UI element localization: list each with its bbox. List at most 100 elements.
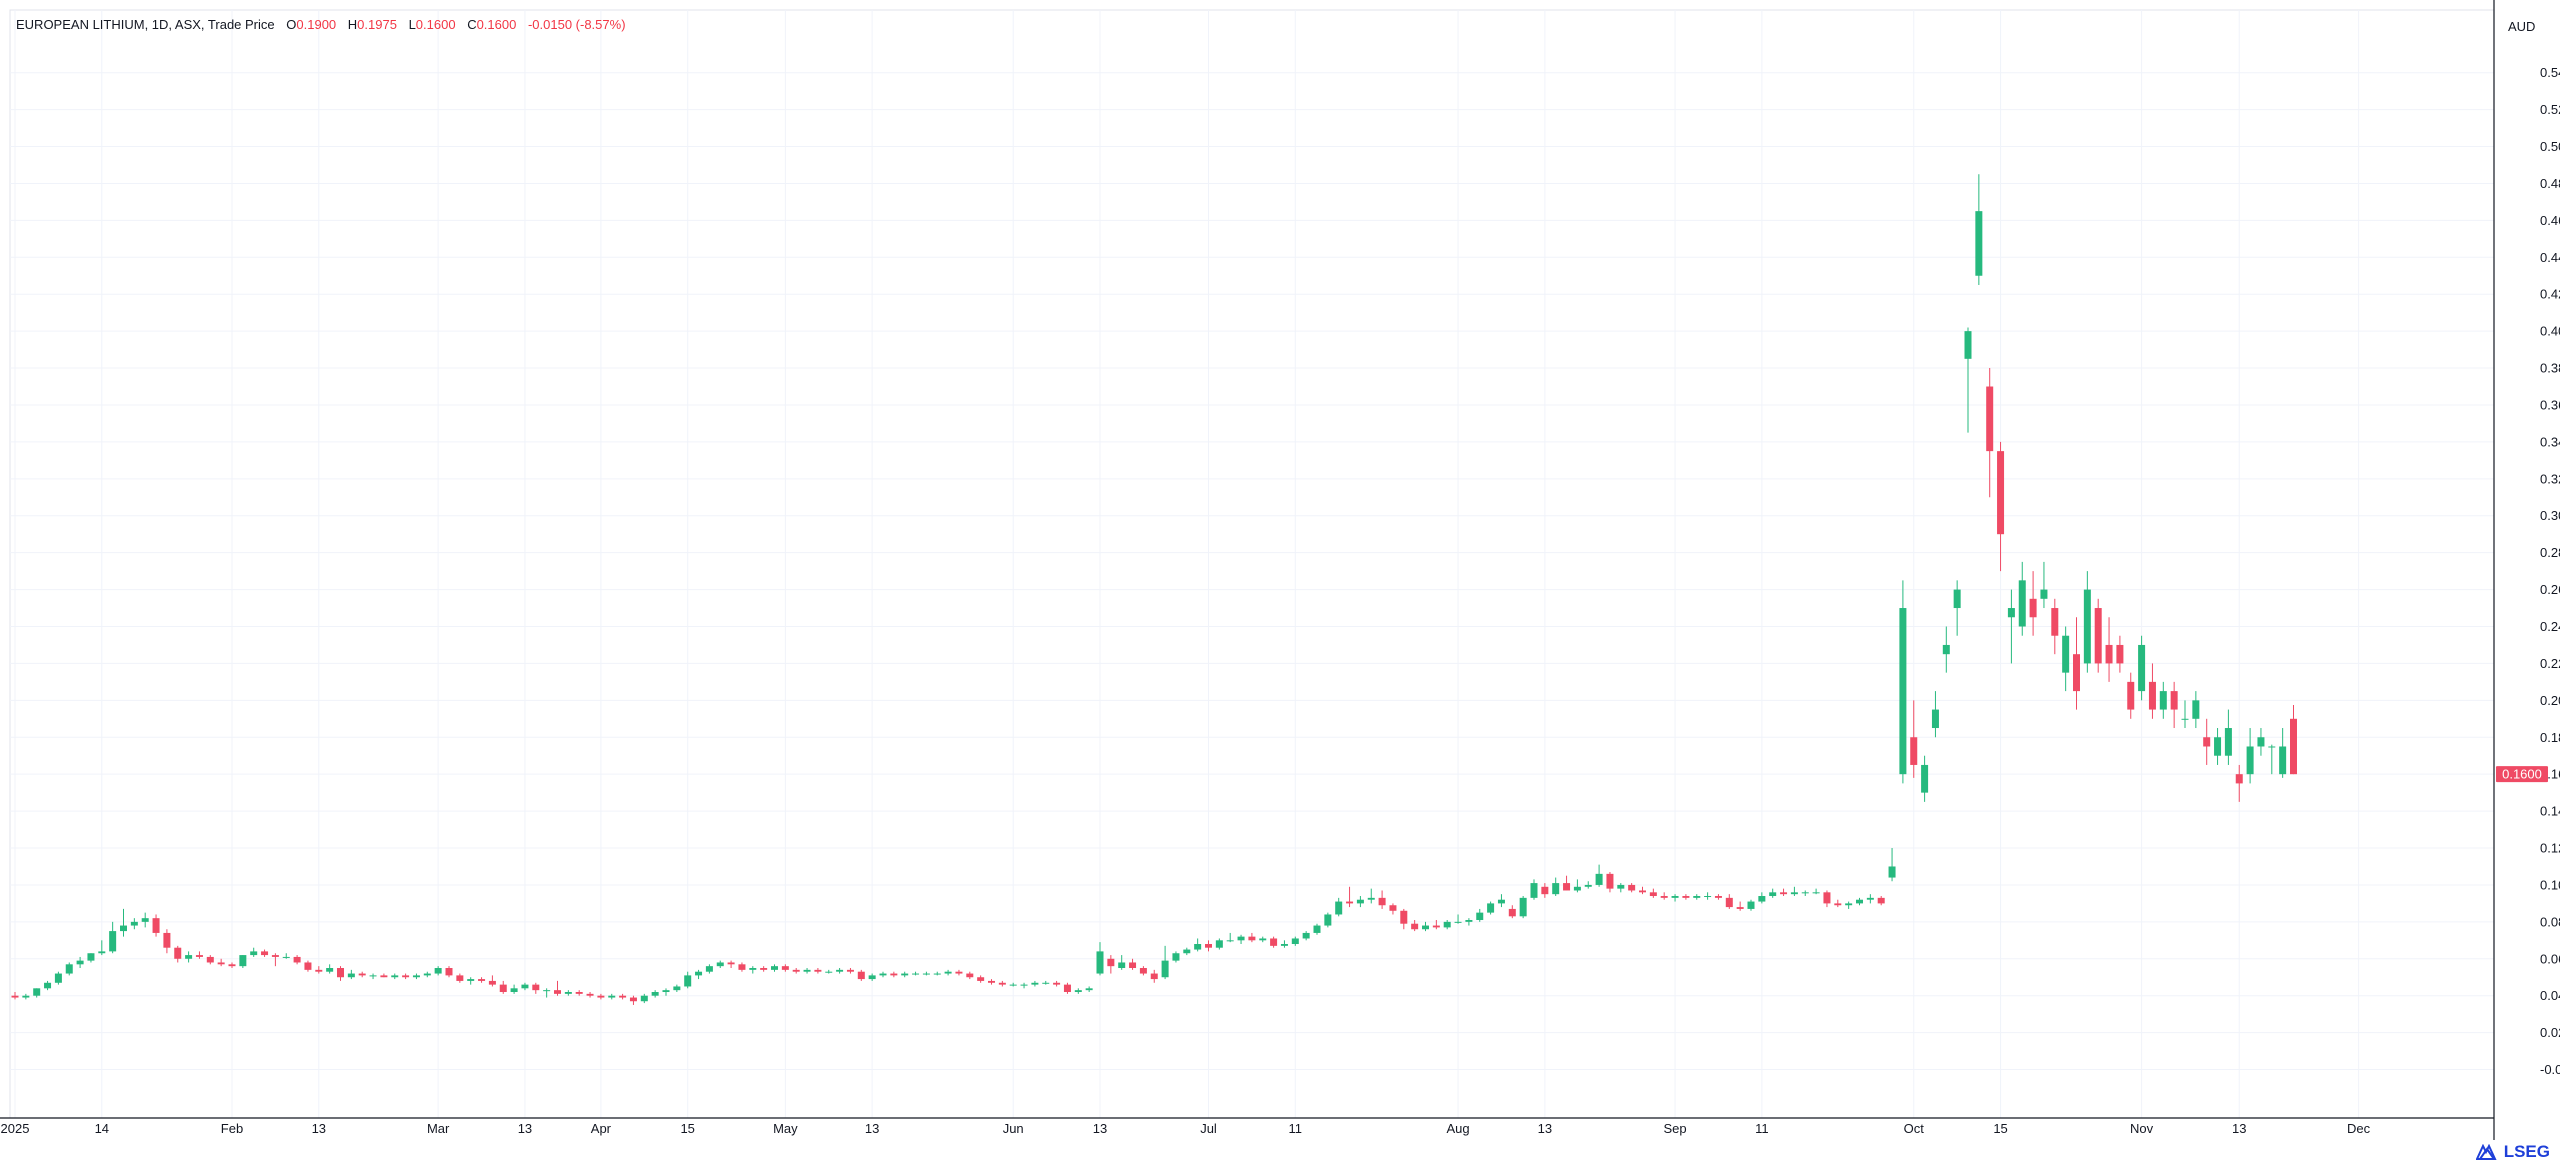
candle-body — [2203, 737, 2211, 747]
candle-body — [1063, 984, 1071, 993]
candle-body — [2018, 580, 2026, 627]
candle — [1953, 580, 1961, 636]
candle — [1107, 955, 1115, 974]
candle — [1215, 938, 1223, 950]
candle — [456, 973, 464, 983]
candle — [1454, 914, 1462, 924]
candle — [1552, 877, 1560, 897]
x-tick-label: Jun — [1003, 1121, 1024, 1136]
last-price-label: 0.1600 — [2502, 767, 2542, 782]
candle-body — [1205, 944, 1212, 948]
candle — [369, 973, 377, 980]
candle — [1693, 894, 1701, 900]
candle-body — [716, 962, 724, 967]
candle — [1747, 899, 1755, 911]
y-tick-label: 0.4800 — [2540, 176, 2560, 191]
candle-body — [1845, 903, 1853, 906]
candle — [836, 968, 844, 974]
candle — [2192, 691, 2200, 729]
candle-body — [2007, 608, 2015, 618]
candle — [1378, 890, 1386, 909]
candle — [1856, 897, 1863, 906]
candle — [1280, 940, 1288, 948]
candle — [11, 992, 19, 1000]
candle — [467, 977, 475, 985]
candle-body — [2279, 746, 2287, 775]
candle-body — [206, 956, 214, 963]
candle-body — [1031, 982, 1039, 985]
candle — [2040, 561, 2048, 609]
candle-body — [1758, 896, 1766, 902]
plot-frame — [9, 9, 2495, 1119]
candle — [1118, 955, 1126, 970]
candle — [120, 908, 127, 937]
candle-body — [1812, 892, 1820, 894]
candle — [206, 955, 214, 965]
candle-body — [2159, 691, 2167, 710]
candle — [271, 953, 279, 967]
x-tick-label: 13 — [865, 1121, 879, 1136]
candle — [1921, 755, 1929, 802]
legend-low-value: 0.1600 — [415, 17, 456, 32]
candle-body — [857, 971, 865, 980]
candle-body — [543, 990, 551, 992]
candle-body — [1129, 962, 1137, 969]
candle-body — [1801, 892, 1809, 894]
candle-body — [1259, 938, 1267, 941]
candle — [347, 969, 355, 980]
candle — [1194, 938, 1202, 952]
candle-body — [1508, 908, 1516, 917]
candle — [2235, 764, 2243, 802]
candle — [1975, 174, 1983, 285]
y-tick-label: 0.5000 — [2540, 139, 2560, 154]
candle — [1823, 890, 1831, 908]
candle — [554, 980, 561, 996]
lseg-icon — [2475, 1144, 2497, 1160]
candle-body — [1053, 982, 1061, 985]
candle — [228, 962, 236, 969]
candle-body — [608, 995, 616, 998]
candle-body — [1997, 451, 2005, 535]
x-tick-label: Aug — [1446, 1121, 1469, 1136]
candle-body — [1324, 914, 1332, 926]
candle — [1910, 700, 1918, 778]
candle — [2073, 617, 2080, 710]
candle — [423, 971, 431, 978]
candle-body — [1335, 901, 1343, 915]
candle-body — [2235, 774, 2243, 784]
candle-body — [11, 995, 19, 998]
candle — [87, 953, 95, 963]
candle — [1237, 934, 1245, 945]
candle — [1508, 905, 1516, 919]
candle-body — [521, 984, 529, 989]
candle — [499, 980, 507, 994]
candle — [1356, 896, 1364, 908]
candle-body — [1107, 958, 1115, 967]
candle-body — [868, 975, 876, 980]
candle — [1736, 901, 1744, 911]
legend-open-key: O — [286, 17, 297, 32]
candle-body — [109, 931, 117, 952]
candle — [250, 947, 258, 957]
candle — [185, 951, 193, 963]
candle-body — [130, 921, 138, 926]
candle-body — [510, 988, 518, 993]
candle — [1139, 966, 1147, 976]
candle-body — [1823, 892, 1831, 904]
candle — [1497, 894, 1505, 908]
candle-body — [195, 955, 203, 957]
candle — [1465, 918, 1473, 926]
candle — [2029, 571, 2037, 636]
candle — [955, 969, 963, 976]
candle-body — [445, 968, 453, 976]
last-price-marker — [2496, 766, 2548, 783]
candle-body — [185, 955, 193, 959]
candle — [2170, 681, 2178, 729]
candle — [1020, 982, 1028, 989]
candle-body — [825, 971, 833, 973]
candle — [944, 969, 952, 976]
candle — [1769, 888, 1777, 898]
candle — [326, 964, 334, 974]
candle — [54, 971, 62, 985]
